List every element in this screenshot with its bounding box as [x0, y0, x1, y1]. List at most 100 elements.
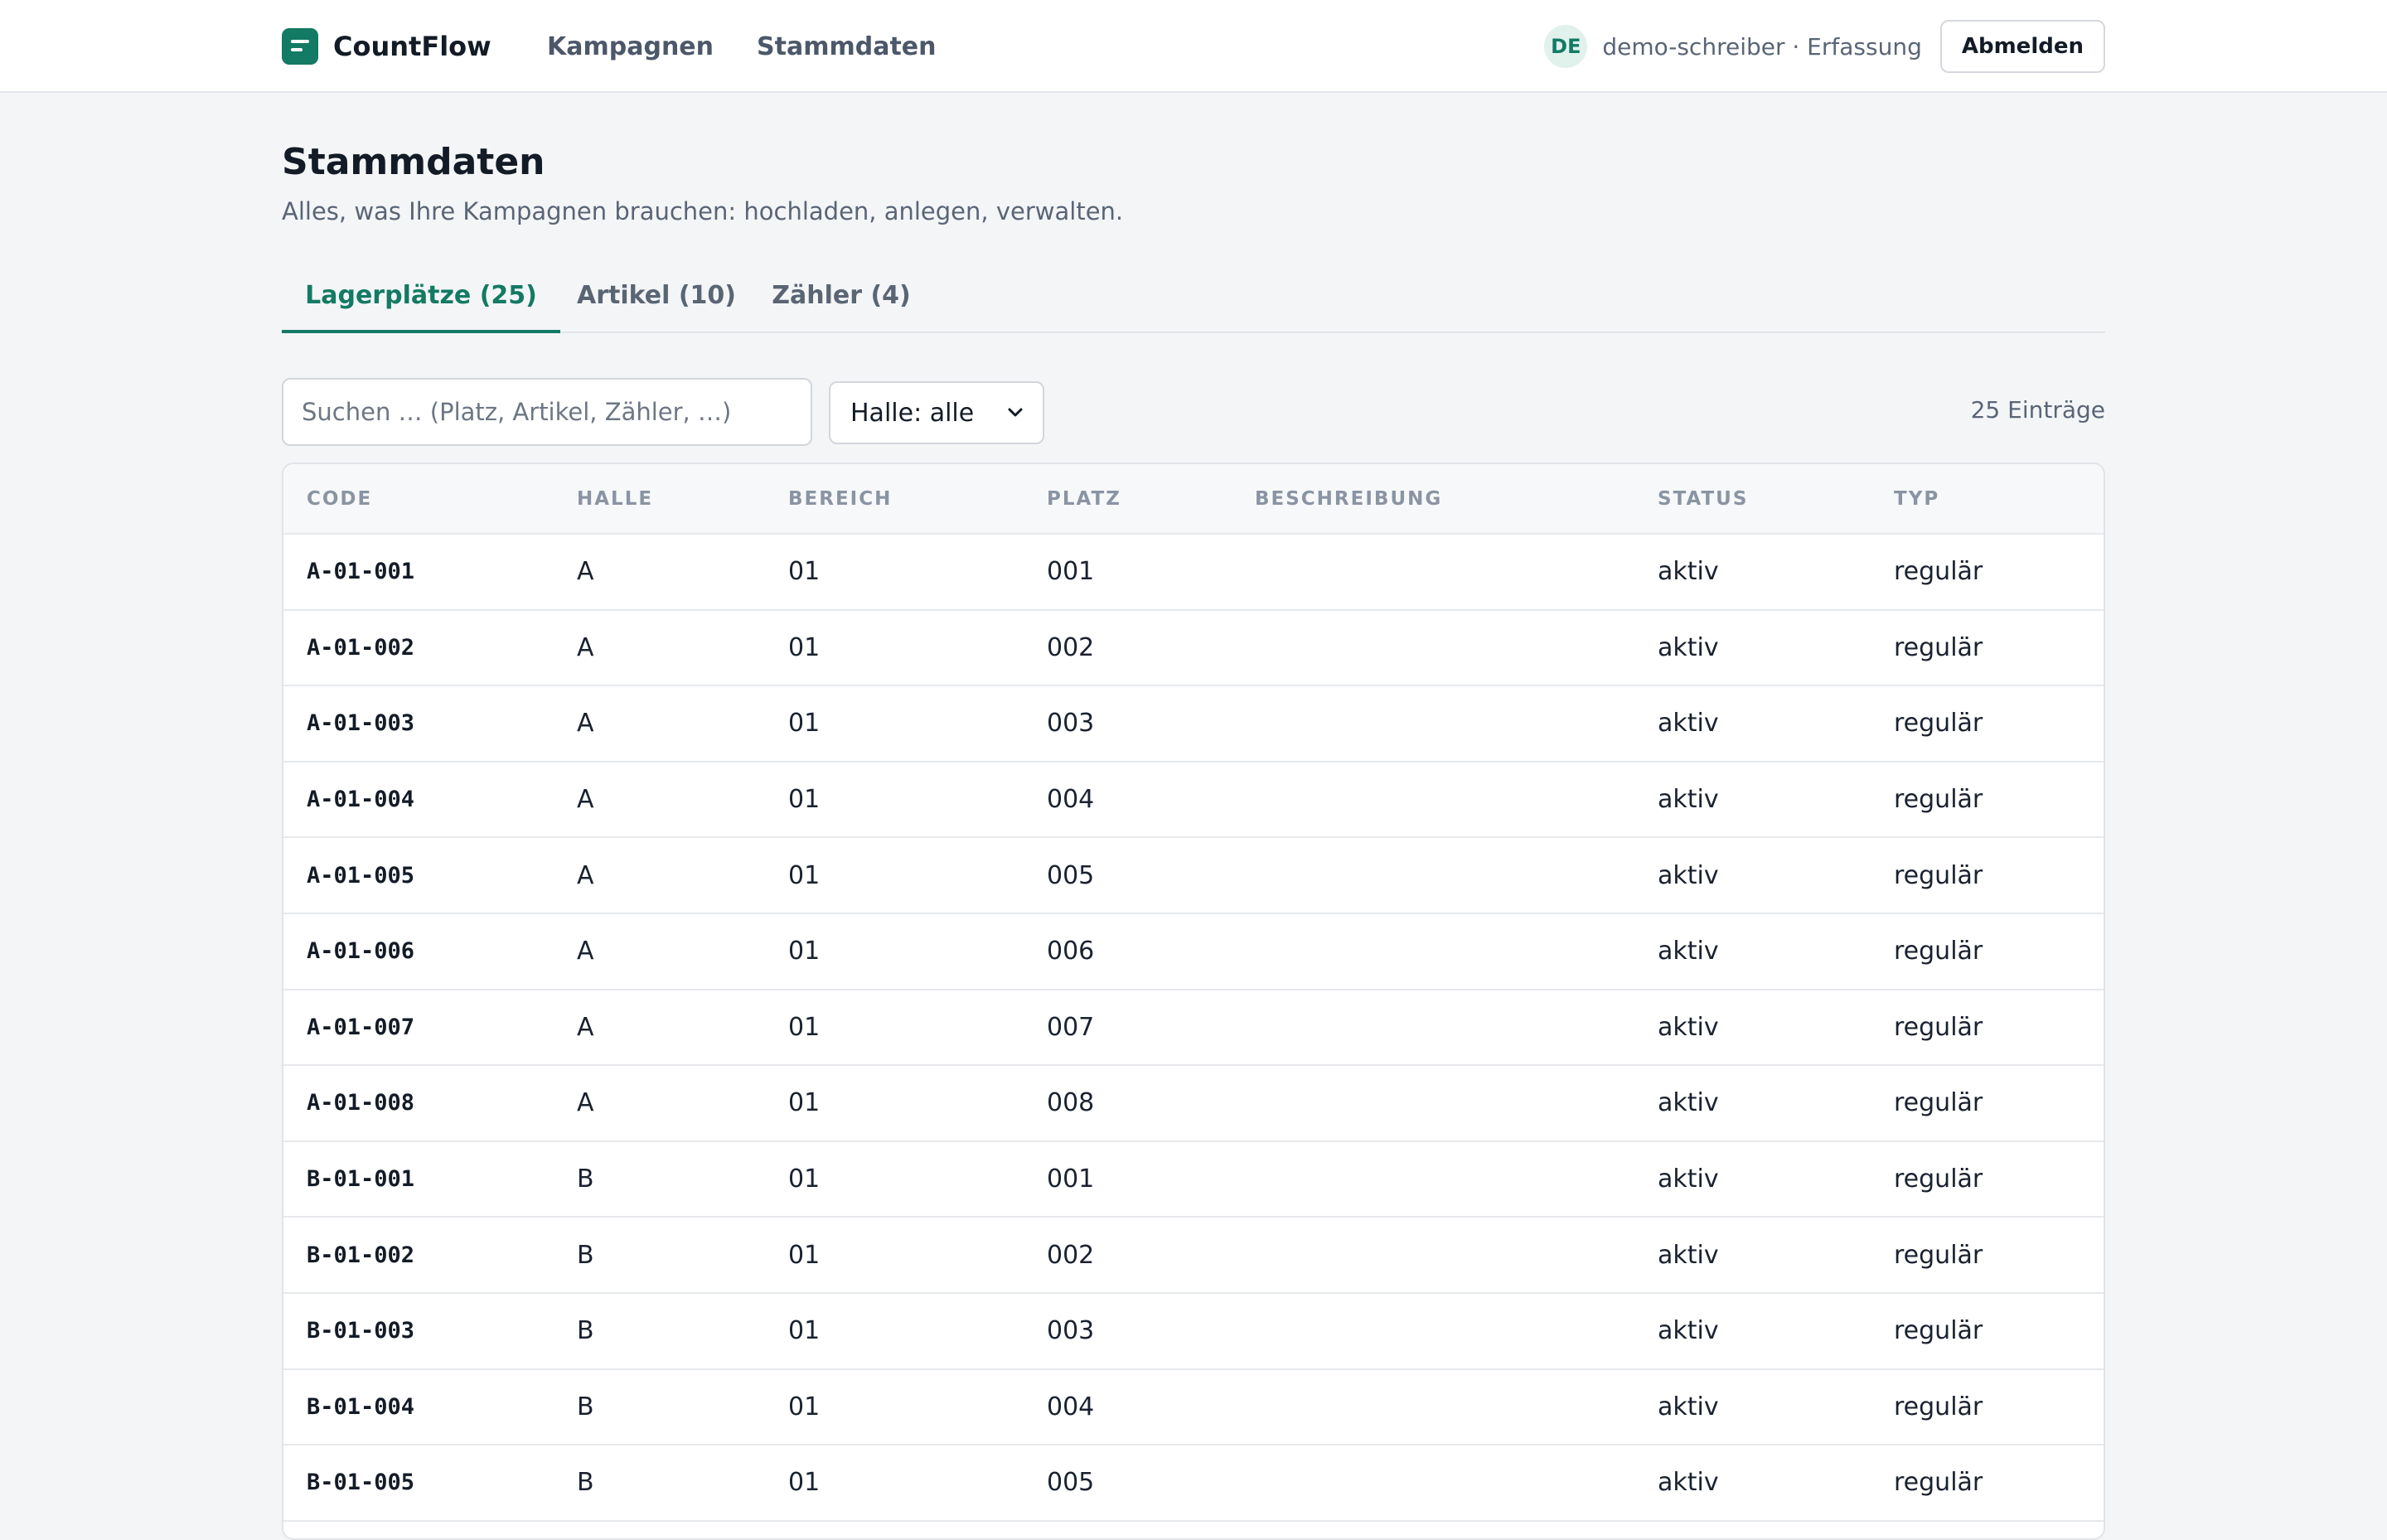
cell-bereich: 01 [765, 761, 1024, 839]
tab-artikel[interactable]: Artikel (10) [576, 281, 737, 310]
cell-beschreibung [1232, 913, 1634, 990]
cell-halle: A [554, 761, 765, 839]
cell-bereich: 01 [765, 989, 1024, 1067]
cell-beschreibung [1232, 1368, 1634, 1446]
cell-bereich: 01 [765, 1065, 1024, 1142]
column-header-status[interactable]: STATUS [1634, 464, 1871, 535]
chevron-down-icon [1008, 408, 1023, 417]
cell-typ: regulär [1871, 609, 2104, 687]
cell-status: aktiv [1634, 913, 1871, 990]
cell-typ: regulär [1871, 1292, 2104, 1370]
cell-status: aktiv [1634, 1217, 1871, 1294]
tab-bar: Lagerplätze (25) Artikel (10) Zähler (4) [282, 259, 2105, 333]
cell-platz: 002 [1024, 1217, 1232, 1294]
column-header-typ[interactable]: TYP [1871, 464, 2104, 535]
table-row[interactable]: B-01-005 B 01 005 aktiv regulär [283, 1445, 2104, 1522]
tab-zaehler[interactable]: Zähler (4) [772, 281, 911, 310]
column-header-code[interactable]: CODE [283, 464, 554, 535]
cell-beschreibung [1232, 761, 1634, 839]
cell-halle: B [554, 1292, 765, 1370]
column-header-beschreibung[interactable]: BESCHREIBUNG [1232, 464, 1634, 535]
cell-typ: regulär [1871, 989, 2104, 1067]
table-row[interactable]: A-01-008 A 01 008 aktiv regulär [283, 1065, 2104, 1142]
cell-typ: regulär [1871, 1065, 2104, 1142]
cell-code: A-01-003 [283, 685, 554, 763]
table-row[interactable]: A-01-005 A 01 005 aktiv regulär [283, 837, 2104, 914]
table-row[interactable]: A-01-006 A 01 006 aktiv regulär [283, 913, 2104, 990]
cell-bereich: 01 [765, 685, 1024, 763]
cell-halle: A [554, 685, 765, 763]
cell-platz: 008 [1024, 1065, 1232, 1142]
table-row[interactable]: A-01-001 A 01 001 aktiv regulär [283, 534, 2104, 611]
cell-halle: A [554, 837, 765, 914]
cell-code: B-01-001 [283, 1140, 554, 1218]
cell-code: B-01-003 [283, 1292, 554, 1370]
cell-code: A-01-001 [283, 534, 554, 611]
table-row[interactable]: A-01-003 A 01 003 aktiv regulär [283, 685, 2104, 763]
logout-button[interactable]: Abmelden [1939, 20, 2105, 73]
cell-code: A-01-004 [283, 761, 554, 839]
cell-halle: A [554, 1065, 765, 1142]
avatar: DE [1544, 25, 1588, 68]
cell-typ: regulär [1871, 1368, 2104, 1446]
cell-platz: 004 [1024, 1368, 1232, 1446]
hall-filter-select[interactable]: Halle: alle [829, 381, 1044, 444]
column-header-halle[interactable]: HALLE [554, 464, 765, 535]
cell-code: A-01-007 [283, 989, 554, 1067]
locations-table: CODE HALLE BEREICH PLATZ BESCHREIBUNG ST… [282, 462, 2105, 1540]
cell-beschreibung [1232, 609, 1634, 687]
cell-platz: 003 [1024, 685, 1232, 763]
cell-typ: regulär [1871, 761, 2104, 839]
cell-halle: A [554, 609, 765, 687]
cell-platz: 001 [1024, 1140, 1232, 1218]
cell-platz: 001 [1024, 534, 1232, 611]
column-header-bereich[interactable]: BEREICH [765, 464, 1024, 535]
page-subtitle: Alles, was Ihre Kampagnen brauchen: hoch… [282, 197, 1124, 225]
user-area: DE demo-schreiber · Erfassung Abmelden [1544, 20, 2105, 73]
cell-status: aktiv [1634, 1065, 1871, 1142]
main-nav: Kampagnen Stammdaten [547, 27, 980, 65]
cell-status: aktiv [1634, 534, 1871, 611]
cell-code: B-01-004 [283, 1368, 554, 1446]
cell-platz: 003 [1024, 1292, 1232, 1370]
cell-status: aktiv [1634, 837, 1871, 914]
cell-status: aktiv [1634, 1292, 1871, 1370]
cell-status: aktiv [1634, 1140, 1871, 1218]
page-title: Stammdaten [282, 141, 545, 183]
cell-bereich: 01 [765, 1445, 1024, 1522]
table-row[interactable]: B-01-002 B 01 002 aktiv regulär [283, 1217, 2104, 1294]
search-input[interactable] [282, 378, 812, 446]
cell-halle: A [554, 913, 765, 990]
cell-beschreibung [1232, 837, 1634, 914]
cell-bereich: 01 [765, 534, 1024, 611]
cell-code: A-01-006 [283, 913, 554, 990]
table-row[interactable]: B-01-001 B 01 001 aktiv regulär [283, 1140, 2104, 1218]
column-header-platz[interactable]: PLATZ [1024, 464, 1232, 535]
nav-link-kampagnen[interactable]: Kampagnen [547, 31, 714, 61]
cell-code: B-01-005 [283, 1445, 554, 1522]
cell-typ: regulär [1871, 1140, 2104, 1218]
cell-platz: 005 [1024, 1445, 1232, 1522]
table-row[interactable]: A-01-002 A 01 002 aktiv regulär [283, 609, 2104, 687]
cell-halle: A [554, 534, 765, 611]
toolbar: Halle: alle 25 Einträge [282, 378, 2105, 446]
nav-link-stammdaten[interactable]: Stammdaten [757, 31, 937, 61]
cell-code: A-01-005 [283, 837, 554, 914]
cell-status: aktiv [1634, 989, 1871, 1067]
table-header-row: CODE HALLE BEREICH PLATZ BESCHREIBUNG ST… [283, 464, 2104, 535]
table-row[interactable]: B-01-003 B 01 003 aktiv regulär [283, 1292, 2104, 1370]
cell-beschreibung [1232, 1445, 1634, 1522]
brand[interactable]: CountFlow [282, 27, 491, 65]
hall-filter-value: Halle: alle [850, 398, 975, 428]
table-row[interactable]: A-01-004 A 01 004 aktiv regulär [283, 761, 2104, 839]
cell-status: aktiv [1634, 1445, 1871, 1522]
cell-typ: regulär [1871, 685, 2104, 763]
cell-code: A-01-002 [283, 609, 554, 687]
cell-bereich: 01 [765, 1292, 1024, 1370]
table-row[interactable]: B-01-004 B 01 004 aktiv regulär [283, 1368, 2104, 1446]
tab-lagerplaetze[interactable]: Lagerplätze (25) [282, 259, 560, 333]
cell-platz: 007 [1024, 989, 1232, 1067]
table-row[interactable]: A-01-007 A 01 007 aktiv regulär [283, 989, 2104, 1067]
table-body: A-01-001 A 01 001 aktiv regulär A-01-002 A 01 002… [283, 534, 2104, 1522]
top-bar: CountFlow Kampagnen Stammdaten DE demo-s… [0, 0, 2387, 93]
